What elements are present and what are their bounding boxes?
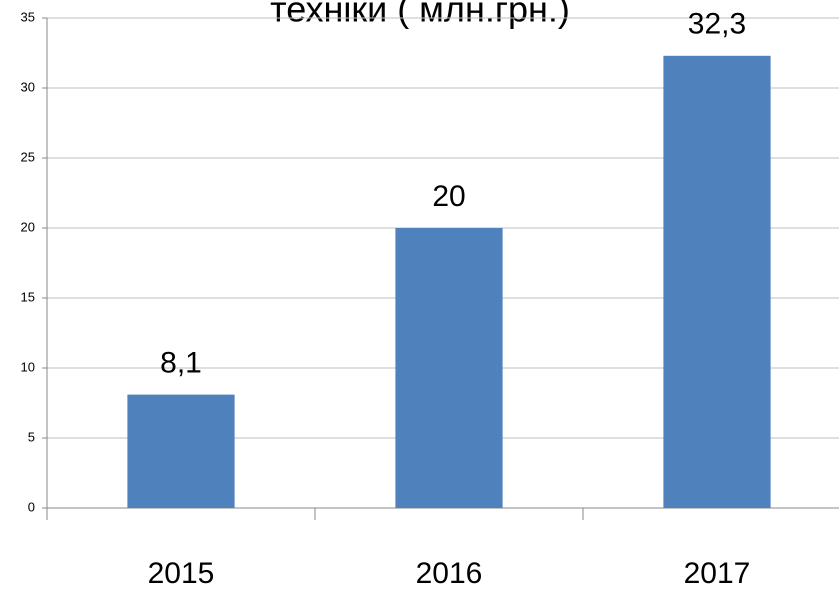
value-label: 32,3	[688, 8, 746, 41]
y-tick-label: 35	[21, 9, 35, 24]
y-tick-label: 10	[21, 359, 35, 374]
x-tick-label: 2016	[416, 557, 483, 590]
x-tick-label: 2017	[684, 557, 751, 590]
y-tick-label: 15	[21, 289, 35, 304]
chart-title: техніки ( млн.грн.)	[270, 0, 570, 30]
value-label: 20	[432, 180, 465, 213]
x-tick-label: 2015	[148, 557, 215, 590]
bar	[663, 55, 771, 509]
value-label: 8,1	[160, 347, 202, 380]
y-tick-label: 0	[28, 499, 35, 514]
y-tick-label: 5	[28, 429, 35, 444]
y-tick-label: 25	[21, 149, 35, 164]
y-tick-label: 30	[21, 79, 35, 94]
bar	[127, 394, 235, 508]
y-tick-label: 20	[21, 219, 35, 234]
bar	[395, 228, 503, 508]
